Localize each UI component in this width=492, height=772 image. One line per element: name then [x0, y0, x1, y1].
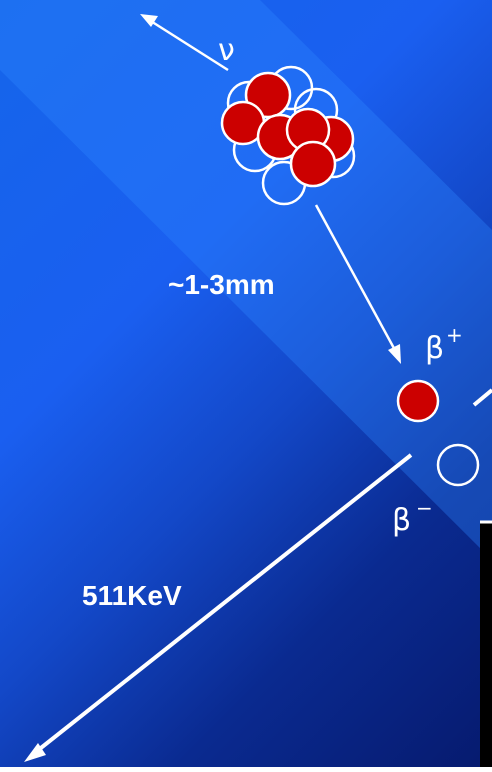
neutrino-label: ν — [218, 33, 235, 68]
positron-path-arrow — [314, 204, 401, 364]
electron-symbol: β — [392, 503, 411, 538]
black-panel-edge — [480, 522, 492, 767]
positron-sign: + — [446, 323, 463, 347]
electron — [436, 443, 480, 487]
energy-label: 511KeV — [82, 580, 182, 611]
gamma-ray-right — [472, 388, 492, 407]
range-label: ~1-3mm — [168, 269, 275, 300]
background-band — [0, 0, 492, 560]
nucleus — [220, 65, 356, 206]
positron-symbol: β — [425, 331, 444, 366]
electron-sign: − — [416, 496, 433, 520]
positron — [396, 379, 440, 423]
gamma-ray-left — [24, 453, 413, 762]
neutrino-arrow — [140, 14, 229, 72]
